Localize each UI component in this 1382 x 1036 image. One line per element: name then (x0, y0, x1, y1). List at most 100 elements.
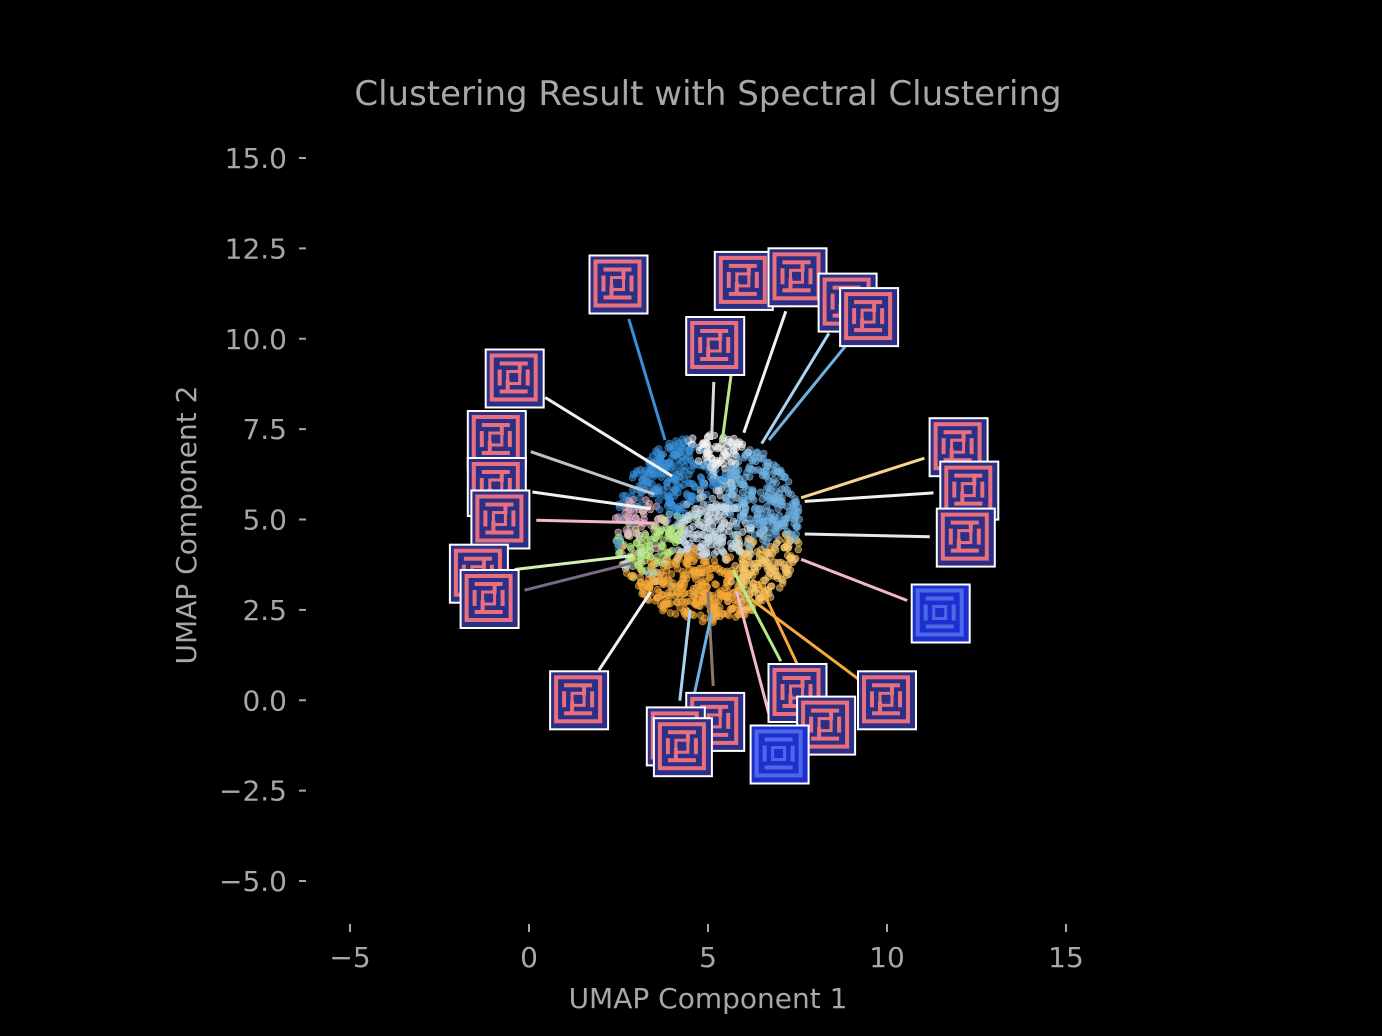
y-tick-label: 7.5 (242, 413, 287, 446)
scatter-point (786, 536, 794, 545)
scatter-point (683, 559, 691, 567)
scatter-point (647, 466, 655, 475)
scatter-point (666, 609, 674, 617)
scatter-point (666, 508, 674, 516)
scatter-point (706, 473, 715, 481)
scatter-point (680, 475, 688, 483)
scatter-point (734, 466, 743, 474)
scatter-point (689, 584, 698, 593)
scatter-point (622, 569, 631, 577)
thumbnail-connector-line (800, 557, 908, 602)
scatter-point (777, 575, 785, 583)
scatter-point (710, 502, 719, 511)
scatter-point (614, 528, 622, 536)
scatter-point (784, 511, 793, 519)
scatter-point (775, 584, 784, 592)
scatter-point (730, 434, 738, 443)
scatter-point (696, 486, 704, 494)
scatter-point (735, 474, 743, 483)
scatter-point (690, 544, 699, 553)
scatter-point (729, 517, 738, 525)
thumbnail-connector-line (536, 518, 655, 525)
scatter-point (767, 509, 775, 517)
scatter-point (769, 492, 778, 500)
thumbnail-image (461, 571, 518, 627)
scatter-point (746, 446, 754, 454)
x-axis: −5 0 5 10 15 (329, 924, 1084, 974)
scatter-point (696, 518, 704, 526)
scatter-point (724, 521, 733, 529)
scatter-point (794, 545, 802, 554)
y-tick-label: 0.0 (242, 684, 287, 717)
scatter-point (775, 511, 784, 520)
thumbnail-connector-line (804, 491, 934, 503)
scatter-point (611, 514, 620, 522)
scatter-point (728, 483, 737, 491)
scatter-point (625, 514, 633, 522)
scatter-point (731, 530, 740, 539)
thumbnail-connector-line (760, 332, 831, 445)
scatter-point (759, 524, 768, 532)
thumbnail-connector-line (524, 561, 634, 592)
thumbnail-connector-line (627, 318, 667, 441)
y-tick-label: 12.5 (225, 232, 287, 265)
scatter-point (738, 488, 747, 496)
scatter-point (745, 473, 754, 481)
scatter-point (636, 555, 645, 563)
maze-thumbnail (839, 287, 900, 348)
scatter-point (795, 515, 803, 523)
scatter-point (745, 542, 753, 550)
scatter-point (759, 449, 768, 458)
scatter-point (697, 565, 705, 573)
scatter-point (686, 497, 695, 505)
scatter-point (694, 580, 703, 589)
scatter-point (760, 470, 768, 478)
scatter-point (683, 435, 691, 443)
scatter-point (648, 578, 657, 586)
scatter-point (746, 519, 754, 528)
scatter-point (675, 513, 683, 521)
y-tick-label: −2.5 (219, 775, 287, 808)
scatter-point (714, 596, 723, 605)
scatter-point (625, 529, 633, 537)
scatter-point (702, 582, 711, 591)
scatter-point (632, 539, 641, 547)
scatter-point (641, 531, 650, 539)
scatter-point (750, 563, 758, 572)
scatter-point (740, 568, 748, 576)
scatter-point (646, 558, 655, 566)
scatter-point (627, 544, 635, 553)
scatter-point (643, 473, 651, 481)
scatter-points (611, 431, 803, 626)
scatter-point (772, 531, 781, 540)
scatter-point (652, 544, 660, 552)
scatter-point (683, 545, 691, 553)
scatter-point (693, 534, 701, 543)
scatter-point (696, 611, 705, 619)
scatter-point (628, 474, 637, 482)
scatter-point (787, 554, 796, 562)
scatter-point (703, 524, 712, 532)
scatter-point (653, 553, 661, 561)
maze-thumbnail (484, 348, 545, 409)
scatter-point (662, 459, 671, 467)
scatter-point (676, 468, 685, 477)
scatter-point (710, 602, 718, 611)
scatter-point (616, 549, 624, 557)
scatter-point (673, 483, 681, 491)
thumbnail-image (912, 585, 969, 642)
maze-thumbnail (549, 670, 610, 731)
y-tick-label: −5.0 (219, 865, 287, 898)
scatter-point (711, 580, 719, 588)
scatter-point (629, 572, 638, 580)
scatter-point (720, 474, 728, 482)
scatter-point (729, 491, 738, 499)
scatter-point (667, 570, 676, 578)
scatter-point (771, 546, 780, 554)
maze-thumbnail (713, 250, 774, 311)
scatter-point (772, 571, 780, 580)
scatter-point (767, 582, 776, 590)
scatter-point (689, 462, 698, 470)
scatter-point (789, 506, 797, 514)
